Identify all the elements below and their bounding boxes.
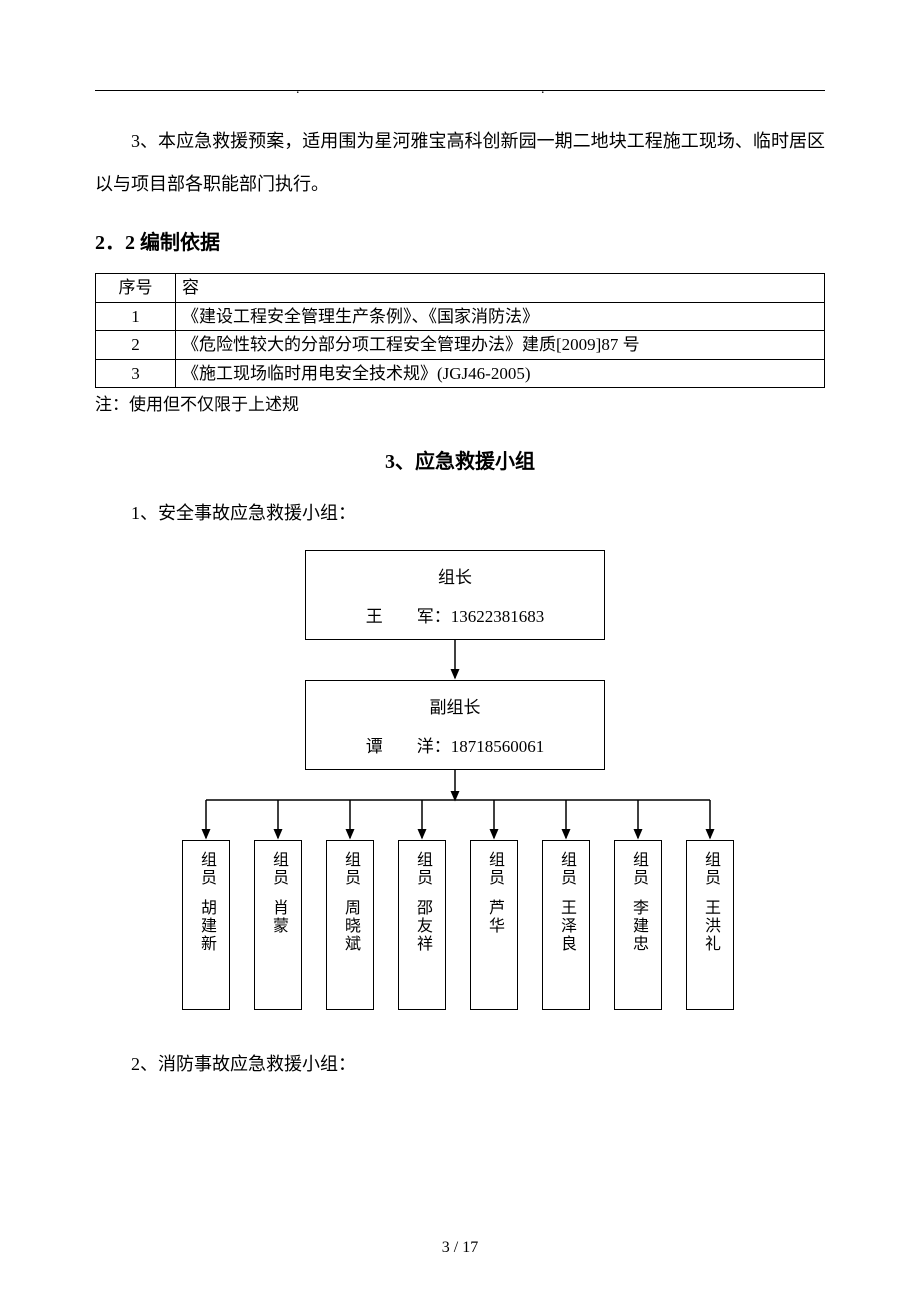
member-name: 胡建新 xyxy=(194,899,218,953)
table-row: 2 《危险性较大的分部分项工程安全管理办法》建质[2009]87 号 xyxy=(96,331,825,360)
paragraph-3: 3、本应急救援预案，适用围为星河雅宝高科创新园一期二地块工程施工现场、临时居区以… xyxy=(95,120,825,206)
leader-name: 王 军：13622381683 xyxy=(306,602,604,627)
member-name: 芦华 xyxy=(482,899,506,935)
member-role: 组员 xyxy=(194,851,218,887)
member-name: 邵友祥 xyxy=(410,899,434,953)
org-chart: 组长 王 军：13622381683 副组长 谭 洋：18718560061 组… xyxy=(180,550,740,1010)
cell-content: 《施工现场临时用电安全技术规》(JGJ46-2005) xyxy=(176,359,825,388)
member-name: 王泽良 xyxy=(554,899,578,953)
cell-content: 《危险性较大的分部分项工程安全管理办法》建质[2009]87 号 xyxy=(176,331,825,360)
org-member-box: 组员周晓斌 xyxy=(326,840,374,1010)
subsection-1: 1、安全事故应急救援小组： xyxy=(95,499,825,525)
org-member-box: 组员邵友祥 xyxy=(398,840,446,1010)
table-header-row: 序号 容 xyxy=(96,274,825,303)
section-2-2-heading: 2．2 编制依据 xyxy=(95,226,825,255)
basis-table: 序号 容 1 《建设工程安全管理生产条例》、《国家消防法》 2 《危险性较大的分… xyxy=(95,273,825,388)
member-name: 肖蒙 xyxy=(266,899,290,935)
leader-title: 组长 xyxy=(306,563,604,588)
member-name: 王洪礼 xyxy=(698,899,722,953)
org-member-box: 组员胡建新 xyxy=(182,840,230,1010)
deputy-name: 谭 洋：18718560061 xyxy=(306,732,604,757)
org-member-box: 组员肖蒙 xyxy=(254,840,302,1010)
org-member-box: 组员王泽良 xyxy=(542,840,590,1010)
page-content: 3、本应急救援预案，适用围为星河雅宝高科创新园一期二地块工程施工现场、临时居区以… xyxy=(95,120,825,1076)
member-role: 组员 xyxy=(698,851,722,887)
cell-seq: 3 xyxy=(96,359,176,388)
table-row: 1 《建设工程安全管理生产条例》、《国家消防法》 xyxy=(96,302,825,331)
org-member-box: 组员芦华 xyxy=(470,840,518,1010)
header-content: 容 xyxy=(176,274,825,303)
table-row: 3 《施工现场临时用电安全技术规》(JGJ46-2005) xyxy=(96,359,825,388)
org-member-box: 组员李建忠 xyxy=(614,840,662,1010)
cell-content: 《建设工程安全管理生产条例》、《国家消防法》 xyxy=(176,302,825,331)
chapter-3-title: 3、应急救援小组 xyxy=(95,445,825,474)
member-role: 组员 xyxy=(626,851,650,887)
org-leader-box: 组长 王 军：13622381683 xyxy=(305,550,605,640)
subsection-2: 2、消防事故应急救援小组： xyxy=(95,1050,825,1076)
cell-seq: 1 xyxy=(96,302,176,331)
header-seq: 序号 xyxy=(96,274,176,303)
table-note: 注：使用但不仅限于上述规 xyxy=(95,390,825,415)
cell-seq: 2 xyxy=(96,331,176,360)
org-deputy-box: 副组长 谭 洋：18718560061 xyxy=(305,680,605,770)
member-role: 组员 xyxy=(554,851,578,887)
org-member-box: 组员王洪礼 xyxy=(686,840,734,1010)
page-footer: 3 / 17 xyxy=(0,1239,920,1257)
member-role: 组员 xyxy=(482,851,506,887)
deputy-title: 副组长 xyxy=(306,693,604,718)
member-role: 组员 xyxy=(410,851,434,887)
member-role: 组员 xyxy=(338,851,362,887)
header-rule xyxy=(95,90,825,91)
member-name: 李建忠 xyxy=(626,899,650,953)
member-role: 组员 xyxy=(266,851,290,887)
member-name: 周晓斌 xyxy=(338,899,362,953)
